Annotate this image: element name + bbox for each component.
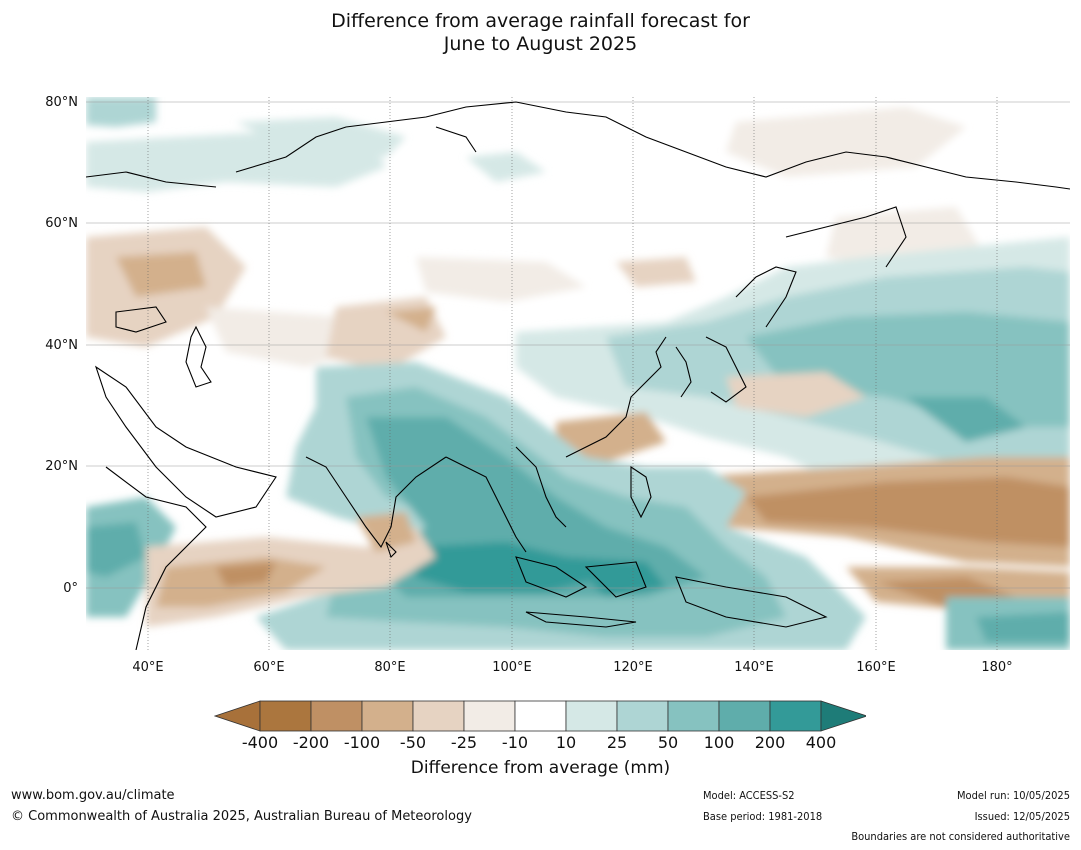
colorbar-box <box>667 700 720 732</box>
copyright-text: © Commonwealth of Australia 2025, Austra… <box>11 809 472 824</box>
lat-label-40n: 40°N <box>45 338 78 353</box>
graticule <box>86 97 1070 650</box>
colorbar-box <box>616 700 669 732</box>
model-run-date: Model run: 10/05/2025 <box>957 789 1070 802</box>
colorbar-tick-label: 50 <box>657 733 679 752</box>
map-canvas <box>86 97 1070 650</box>
colorbar-box <box>361 700 414 732</box>
lat-label-80n: 80°N <box>45 95 78 110</box>
title-line-1: Difference from average rainfall forecas… <box>331 10 750 32</box>
colorbar-tick-label: -10 <box>501 733 529 752</box>
lon-label-60e: 60°E <box>253 660 285 675</box>
colorbar-box <box>565 700 618 732</box>
boundaries-note: Boundaries are not considered authoritat… <box>851 830 1070 843</box>
lon-label-120e: 120°E <box>613 660 653 675</box>
colorbar-tick-label: -400 <box>241 733 279 752</box>
map-title: Difference from average rainfall forecas… <box>0 10 1081 56</box>
colorbar-tick-label: 25 <box>606 733 628 752</box>
lon-label-180: 180° <box>981 660 1013 675</box>
colorbar-tick-label: 100 <box>703 733 735 752</box>
colorbar-arrow-low <box>214 700 261 732</box>
colorbar-box <box>463 700 516 732</box>
colorbar-box <box>769 700 822 732</box>
lat-label-20n: 20°N <box>45 459 78 474</box>
colorbar-tick-label: -25 <box>450 733 478 752</box>
base-period: Base period: 1981-2018 <box>703 810 823 823</box>
model-name: Model: ACCESS-S2 <box>703 789 795 802</box>
colorbar-tick-label: 10 <box>555 733 577 752</box>
colorbar-box <box>718 700 771 732</box>
colorbar-box <box>259 700 312 732</box>
colorbar-tick-label: -200 <box>292 733 330 752</box>
issued-date: Issued: 12/05/2025 <box>974 810 1070 823</box>
colorbar-box <box>412 700 465 732</box>
colorbar <box>214 700 866 732</box>
colorbar-tick-label: -100 <box>343 733 381 752</box>
forecast-map <box>86 97 1070 650</box>
lon-label-140e: 140°E <box>734 660 774 675</box>
coastlines <box>86 101 1070 650</box>
colorbar-box <box>310 700 363 732</box>
colorbar-tick-label: -50 <box>399 733 427 752</box>
lat-label-60n: 60°N <box>45 216 78 231</box>
colorbar-title: Difference from average (mm) <box>410 758 671 778</box>
lon-label-160e: 160°E <box>856 660 896 675</box>
colorbar-tick-label: 200 <box>754 733 786 752</box>
title-line-2: June to August 2025 <box>443 33 638 55</box>
lon-label-40e: 40°E <box>132 660 164 675</box>
lat-label-0: 0° <box>63 581 78 596</box>
colorbar-tick-label: 400 <box>805 733 837 752</box>
lon-label-80e: 80°E <box>374 660 406 675</box>
colorbar-arrow-high <box>820 700 866 732</box>
lon-label-100e: 100°E <box>492 660 532 675</box>
colorbar-box <box>514 700 567 732</box>
website-link[interactable]: www.bom.gov.au/climate <box>11 788 175 803</box>
